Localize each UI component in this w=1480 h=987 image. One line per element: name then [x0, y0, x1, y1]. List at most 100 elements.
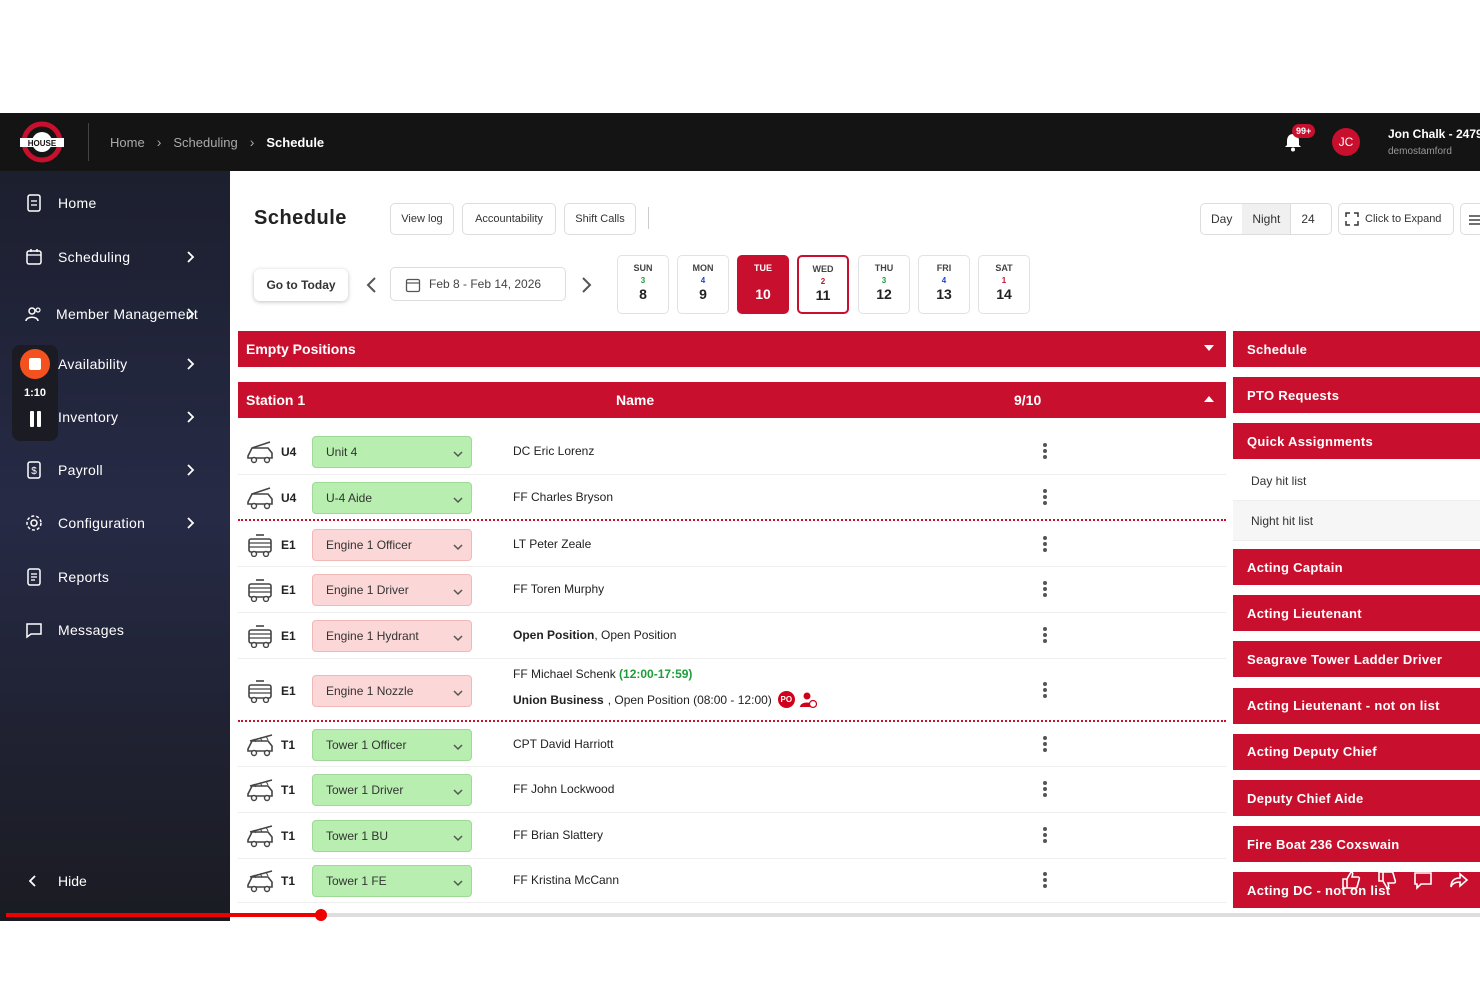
row-menu-icon[interactable] — [1042, 780, 1048, 798]
shift-night-option[interactable]: Night — [1242, 204, 1292, 234]
sidebar-item-messages[interactable]: Messages — [0, 608, 230, 652]
hit-list-item[interactable]: Acting DC - not on list — [1233, 872, 1480, 909]
breadcrumb-scheduling[interactable]: Scheduling — [173, 134, 238, 150]
shift-day-option[interactable]: Day — [1211, 212, 1233, 226]
user-name[interactable]: Jon Chalk - 2479 — [1388, 127, 1480, 141]
thumbs-up-icon[interactable] — [1340, 869, 1362, 891]
hit-list-item[interactable]: Deputy Chief Aide — [1233, 780, 1480, 816]
position-select[interactable]: Tower 1 BU — [312, 820, 472, 852]
app-frame: HOUSE Home › Scheduling › Schedule 99+ J… — [0, 113, 1480, 921]
sidebar-item-configuration[interactable]: Configuration — [0, 501, 230, 545]
row-menu-icon[interactable] — [1042, 626, 1048, 644]
hit-list-item[interactable]: Acting Lieutenant - not on list — [1233, 687, 1480, 724]
chevron-left-icon[interactable] — [364, 275, 380, 295]
day-mon[interactable]: MON 4 9 — [677, 255, 729, 314]
position-select[interactable]: Tower 1 Officer — [312, 728, 472, 761]
row-menu-icon[interactable] — [1042, 442, 1048, 460]
position-select[interactable]: Engine 1 Nozzle — [312, 674, 472, 707]
row-menu-icon[interactable] — [1042, 535, 1048, 553]
row-menu-icon[interactable] — [1042, 580, 1048, 598]
chevron-right-icon — [187, 308, 195, 320]
comment-icon[interactable] — [1412, 869, 1434, 891]
sidebar-hide-button[interactable]: Hide — [0, 861, 230, 901]
member-name[interactable]: LT Peter Zeale — [513, 536, 592, 551]
member-name[interactable]: FF Brian Slattery — [513, 828, 604, 842]
member-name[interactable]: DC Eric Lorenz — [513, 444, 595, 458]
accountability-button[interactable]: Accountability — [462, 203, 556, 235]
sidebar-item-inventory[interactable]: Inventory — [0, 395, 230, 439]
hit-list-item[interactable]: Fire Boat 236 Coxswain — [1233, 826, 1480, 863]
chevron-right-icon — [187, 411, 195, 423]
sidebar-item-home[interactable]: Home — [0, 181, 230, 225]
breadcrumb-home[interactable]: Home — [110, 134, 145, 150]
pause-icon[interactable] — [29, 411, 43, 427]
avatar[interactable]: JC — [1332, 128, 1360, 156]
day-date: 8 — [639, 286, 647, 302]
hit-list-item[interactable]: Acting Captain — [1233, 549, 1480, 585]
member-name[interactable]: FF Michael Schenk (12:00-17:59) — [513, 667, 692, 681]
sidebar-item-member-management[interactable]: Member Management — [0, 288, 230, 340]
go-to-today-button[interactable]: Go to Today — [254, 269, 348, 301]
member-name[interactable]: FF Kristina McCann — [513, 873, 620, 887]
rp-quick-assignments[interactable]: Quick Assignments — [1233, 423, 1480, 459]
share-icon[interactable] — [1448, 869, 1470, 891]
day-sun[interactable]: SUN 3 8 — [617, 255, 669, 314]
firehouse-logo[interactable]: HOUSE — [16, 121, 68, 163]
position-select[interactable]: Engine 1 Driver — [312, 574, 472, 606]
row-menu-icon[interactable] — [1042, 871, 1048, 889]
day-name: SUN — [633, 263, 653, 273]
shift-calls-button[interactable]: Shift Calls — [564, 203, 636, 235]
day-wed[interactable]: WED 2 11 — [797, 255, 849, 314]
rp-pto-requests[interactable]: PTO Requests — [1233, 377, 1480, 413]
table-row: E1 Engine 1 Hydrant Open Position, Open Po… — [238, 613, 1226, 659]
thumbs-down-icon[interactable] — [1376, 869, 1398, 891]
day-fri[interactable]: FRI 4 13 — [918, 255, 970, 314]
user-alert-icon[interactable] — [799, 691, 817, 709]
day-tue[interactable]: TUE 10 — [737, 255, 789, 314]
hit-list-item[interactable]: Acting Lieutenant — [1233, 595, 1480, 632]
sidebar-item-scheduling[interactable]: Scheduling — [0, 235, 230, 279]
member-name[interactable]: FF John Lockwood — [513, 782, 615, 796]
open-position-line[interactable]: Union Business, Open Position (08:00 - 1… — [513, 691, 817, 709]
date-range-picker[interactable]: Feb 8 - Feb 14, 2026 — [390, 267, 566, 301]
row-menu-icon[interactable] — [1042, 735, 1048, 753]
station-header[interactable]: Station 1 Name 9/10 — [238, 382, 1226, 418]
position-select[interactable]: Unit 4 — [312, 436, 472, 468]
chevron-right-icon — [187, 358, 195, 370]
position-select[interactable]: Tower 1 Driver — [312, 774, 472, 806]
ladder-truck-icon — [247, 825, 273, 848]
row-menu-icon[interactable] — [1042, 488, 1048, 506]
view-log-button[interactable]: View log — [390, 203, 454, 235]
member-name[interactable]: Open Position, Open Position — [513, 628, 676, 642]
stop-record-button[interactable] — [20, 349, 50, 379]
po-badge[interactable]: PO — [777, 691, 795, 708]
row-menu-icon[interactable] — [1042, 681, 1048, 699]
unit-code: U4 — [281, 491, 297, 505]
rp-day-hit-list[interactable]: Day hit list — [1233, 461, 1480, 501]
position-select[interactable]: U-4 Aide — [312, 482, 472, 514]
position-select[interactable]: Tower 1 FE — [312, 865, 472, 897]
rp-night-hit-list[interactable]: Night hit list — [1233, 501, 1480, 541]
day-date: 13 — [936, 286, 952, 302]
row-menu-icon[interactable] — [1042, 826, 1048, 844]
expand-button[interactable]: Click to Expand — [1338, 203, 1454, 235]
member-name[interactable]: FF Toren Murphy — [513, 582, 605, 596]
video-progress-knob[interactable] — [315, 909, 327, 921]
chevron-right-icon[interactable] — [578, 275, 594, 295]
day-thu[interactable]: THU 3 12 — [858, 255, 910, 314]
day-sat[interactable]: SAT 1 14 — [978, 255, 1030, 314]
sidebar-item-availability[interactable]: Availability — [0, 342, 230, 386]
hit-list-item[interactable]: Seagrave Tower Ladder Driver — [1233, 641, 1480, 678]
sidebar-item-payroll[interactable]: $ Payroll — [0, 448, 230, 492]
filter-button[interactable] — [1460, 203, 1480, 235]
position-select[interactable]: Engine 1 Officer — [312, 528, 472, 561]
member-name[interactable]: FF Charles Bryson — [513, 490, 614, 504]
video-progress-track[interactable] — [6, 913, 1480, 917]
shift-24-option[interactable]: 24 — [1301, 212, 1315, 226]
position-select[interactable]: Engine 1 Hydrant — [312, 620, 472, 652]
rp-schedule[interactable]: Schedule — [1233, 331, 1480, 367]
hit-list-item[interactable]: Acting Deputy Chief — [1233, 733, 1480, 770]
sidebar-item-reports[interactable]: Reports — [0, 555, 230, 599]
empty-positions-header[interactable]: Empty Positions — [238, 331, 1226, 367]
member-name[interactable]: CPT David Harriott — [513, 736, 614, 751]
